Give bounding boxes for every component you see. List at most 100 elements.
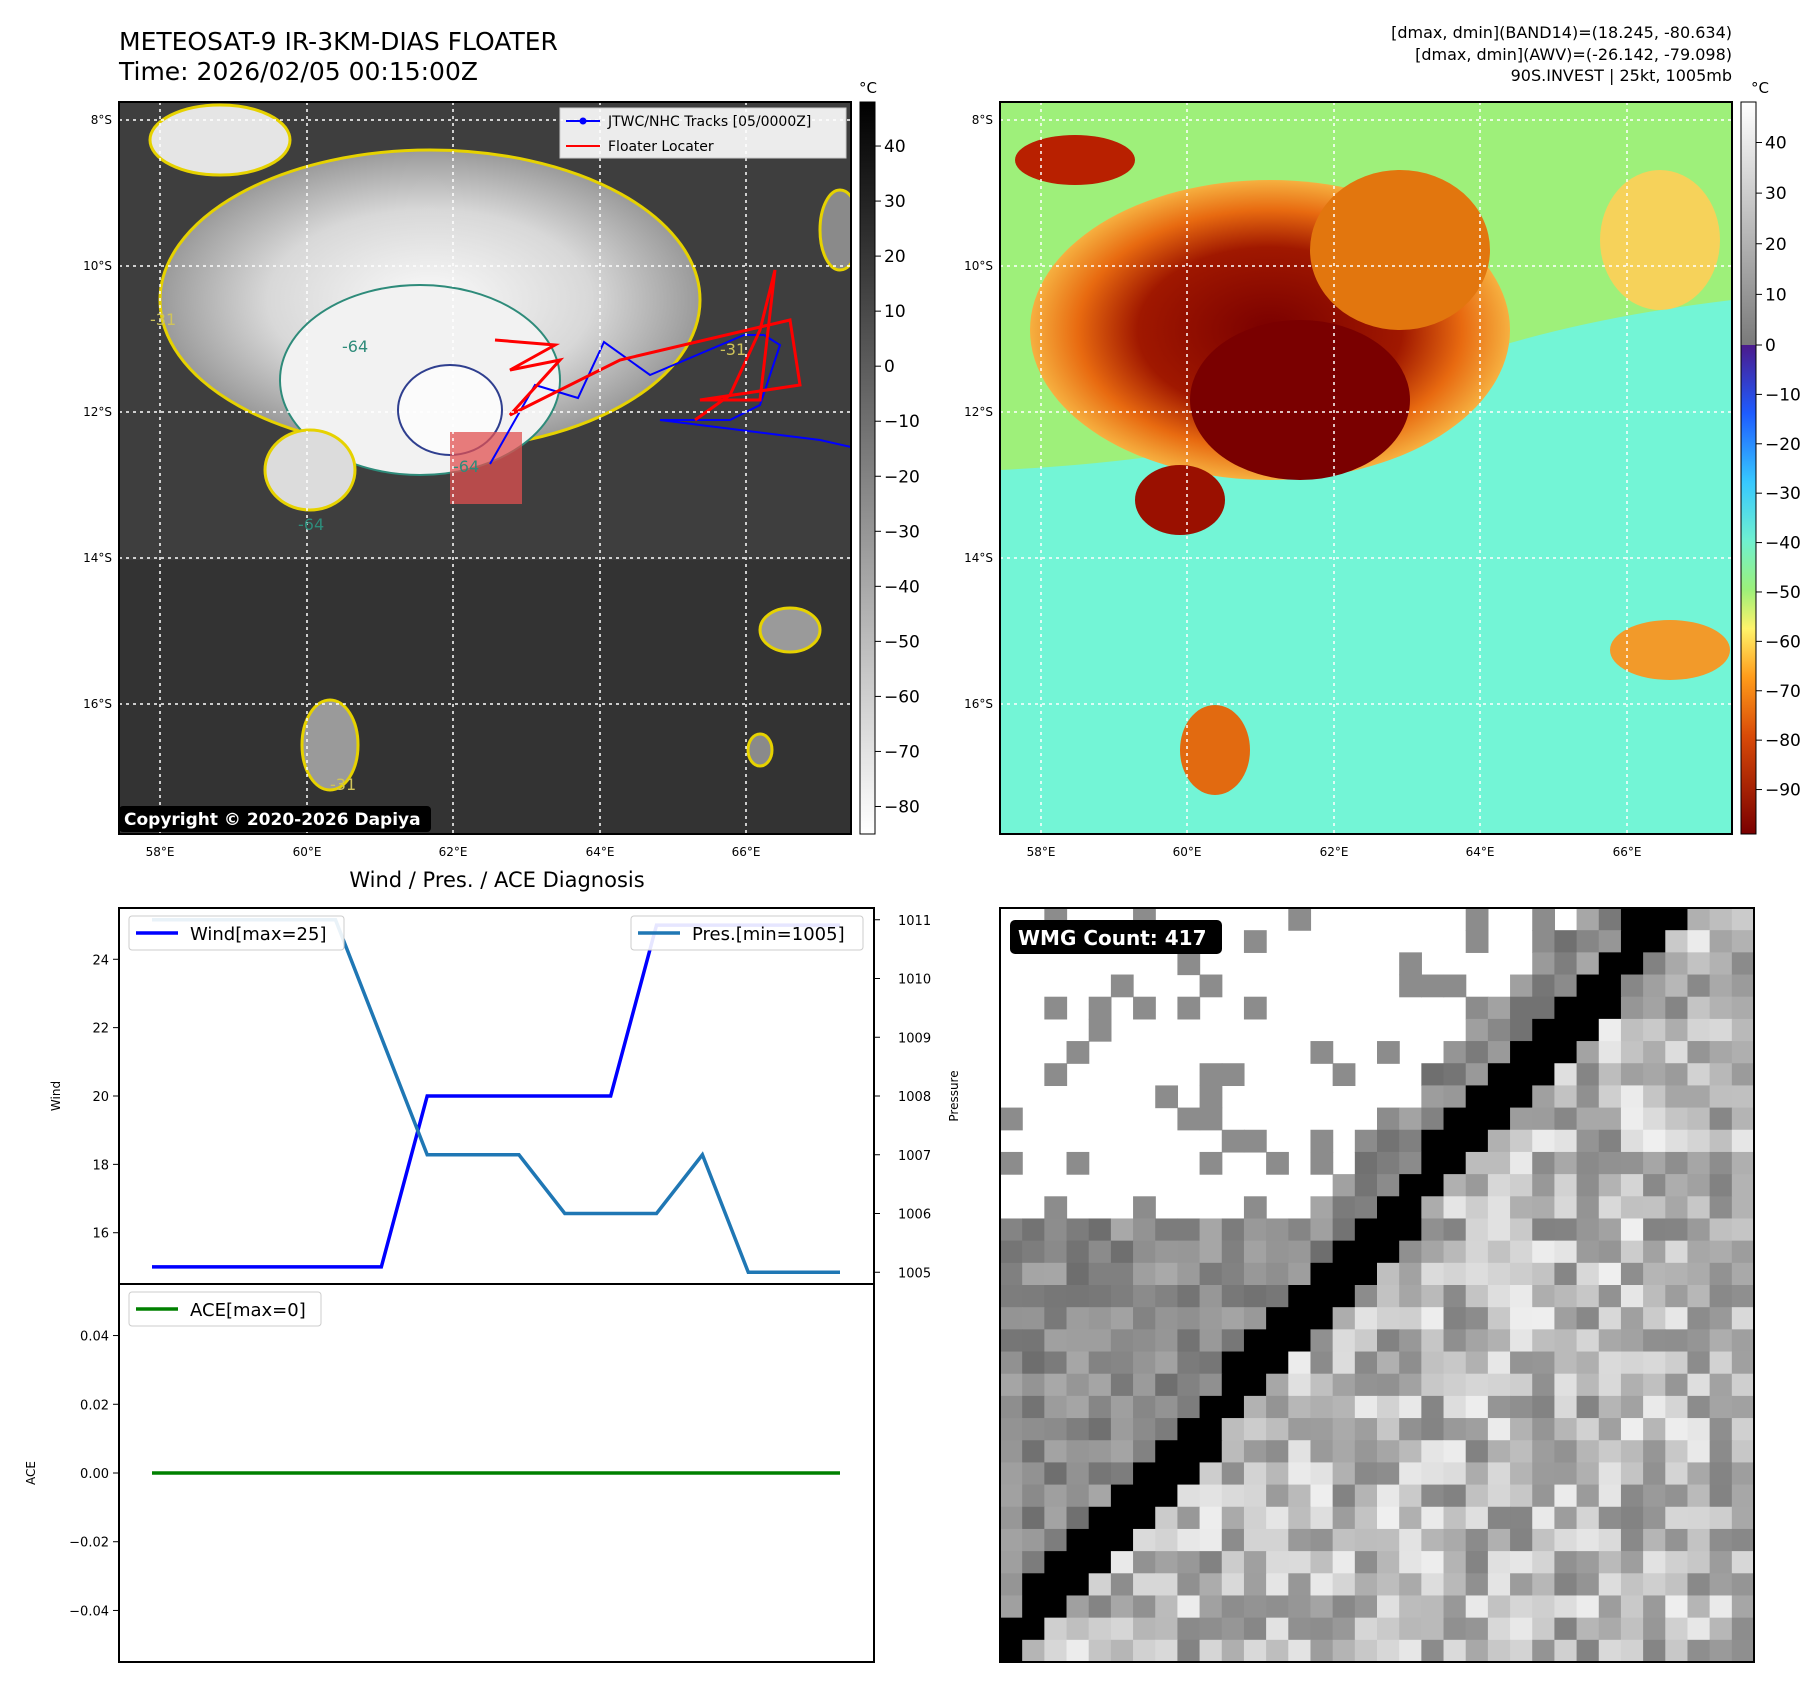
ir-colorbar-tick-label: −70 — [884, 742, 920, 762]
wmg-cell — [1465, 1285, 1489, 1308]
copyright-badge — [119, 806, 431, 832]
wmg-cell — [1022, 1240, 1045, 1264]
wmg-cell — [1066, 1307, 1090, 1330]
wmg-cell — [1687, 1506, 1711, 1530]
wmg-cell — [1177, 1307, 1201, 1330]
wmg-cell — [1266, 1373, 1289, 1397]
wmg-cell — [1665, 952, 1689, 976]
wmg-cell — [1554, 952, 1578, 976]
wmg-cell — [1576, 908, 1600, 931]
wmg-cell — [1487, 1528, 1511, 1552]
wmg-cell — [1221, 1373, 1245, 1397]
wmg-cell — [1576, 1484, 1600, 1508]
wmg-cell — [1199, 1085, 1223, 1109]
floater-track-line — [494, 269, 802, 422]
wmg-cell — [1665, 1018, 1689, 1042]
wmg-cell — [1288, 1329, 1312, 1353]
ir-lat-label: 12°S — [83, 405, 112, 419]
wmg-cell — [1443, 1240, 1467, 1264]
wmg-cell — [1643, 930, 1666, 953]
wmg-cell — [1443, 1573, 1467, 1597]
wmg-cell — [1665, 1440, 1689, 1464]
wmg-cell — [1709, 1218, 1733, 1242]
wmg-cell — [1598, 1440, 1622, 1464]
wmg-cell — [1088, 1285, 1112, 1308]
wmg-cell — [1532, 1617, 1556, 1641]
wmg-cell — [1199, 1395, 1223, 1419]
ir-lon-label: 62°E — [439, 845, 468, 859]
awv-lat-label: 10°S — [964, 259, 993, 273]
wmg-cell — [1332, 1617, 1356, 1641]
wmg-cell — [1532, 908, 1556, 931]
wmg-cell — [1510, 1351, 1533, 1375]
wmg-cell — [1088, 1262, 1112, 1286]
wmg-cell — [1022, 1462, 1045, 1486]
wmg-cell — [1532, 1307, 1556, 1330]
wmg-cell — [1221, 1595, 1245, 1619]
wmg-cell — [1643, 908, 1666, 931]
wmg-cell — [1576, 1418, 1600, 1441]
wmg-cell — [1665, 1528, 1689, 1552]
wmg-cell — [1133, 1595, 1156, 1619]
wmg-cell — [1598, 1262, 1622, 1286]
wmg-cell — [1687, 1329, 1711, 1353]
wmg-cell — [1155, 1617, 1179, 1641]
ir-cloud-north — [148, 103, 292, 177]
wmg-cell — [1088, 1551, 1112, 1574]
wmg-cell — [1554, 1174, 1578, 1197]
wmg-cell — [1044, 1218, 1068, 1242]
wmg-cell — [1643, 1373, 1666, 1397]
wmg-cell — [1332, 1373, 1356, 1397]
wmg-cell — [1310, 1617, 1334, 1641]
wmg-cell — [1510, 1129, 1533, 1153]
wmg-cell — [1421, 1218, 1445, 1242]
wmg-cell — [1532, 1462, 1556, 1486]
wmg-cell — [1576, 1395, 1600, 1419]
ir-colorbar-tick-label: −80 — [884, 797, 920, 817]
wmg-cell — [1665, 974, 1689, 998]
wmg-cell — [1066, 1528, 1090, 1552]
wmg-cell — [1155, 1639, 1179, 1662]
wmg-cell — [1643, 1462, 1666, 1486]
wmg-cell — [1110, 1617, 1134, 1641]
ir-colorbar-tick-label: −20 — [884, 467, 920, 487]
wmg-cell — [1532, 1129, 1556, 1153]
wmg-cell — [1709, 930, 1733, 953]
wmg-cell — [1088, 1440, 1112, 1464]
wmg-cell — [1510, 1285, 1533, 1308]
wmg-cell — [1199, 1373, 1223, 1397]
wmg-cell — [1354, 1573, 1378, 1597]
wmg-cell — [1110, 1262, 1134, 1286]
wmg-cell — [1554, 1573, 1578, 1597]
wmg-cell — [1465, 1595, 1489, 1619]
wmg-cell — [1177, 1440, 1201, 1464]
wmg-cell — [1066, 1218, 1090, 1242]
wmg-cell — [1221, 1440, 1245, 1464]
wmg-cell — [1576, 1573, 1600, 1597]
wmg-cell — [1243, 1285, 1267, 1308]
wmg-cell — [1709, 1484, 1733, 1508]
wmg-cell — [1066, 1418, 1090, 1441]
wmg-cell — [1620, 1240, 1644, 1264]
pressure-tick-label: 1009 — [898, 1031, 931, 1046]
wmg-cell — [1177, 1218, 1201, 1242]
wmg-cell — [1288, 1639, 1312, 1662]
wmg-cell — [1243, 1484, 1267, 1508]
wmg-cell — [1221, 1240, 1245, 1264]
wmg-cell — [1443, 1395, 1467, 1419]
wmg-cell — [1443, 1107, 1467, 1131]
wmg-cell — [1088, 1617, 1112, 1641]
wmg-cell — [1510, 996, 1533, 1020]
ir-colorbar-tick-label: −30 — [884, 522, 920, 542]
wmg-cell — [1110, 1240, 1134, 1264]
wmg-cell — [1377, 1196, 1400, 1220]
wmg-cell — [1199, 1307, 1223, 1330]
wmg-cell — [1310, 1129, 1334, 1153]
ir-lon-label: 58°E — [146, 845, 175, 859]
wmg-cell — [1620, 1440, 1644, 1464]
wmg-cell — [1620, 1395, 1644, 1419]
wmg-cell — [1022, 1617, 1045, 1641]
wmg-cell — [1243, 1462, 1267, 1486]
wmg-cell — [1443, 1174, 1467, 1197]
wmg-cell — [1332, 1063, 1356, 1087]
